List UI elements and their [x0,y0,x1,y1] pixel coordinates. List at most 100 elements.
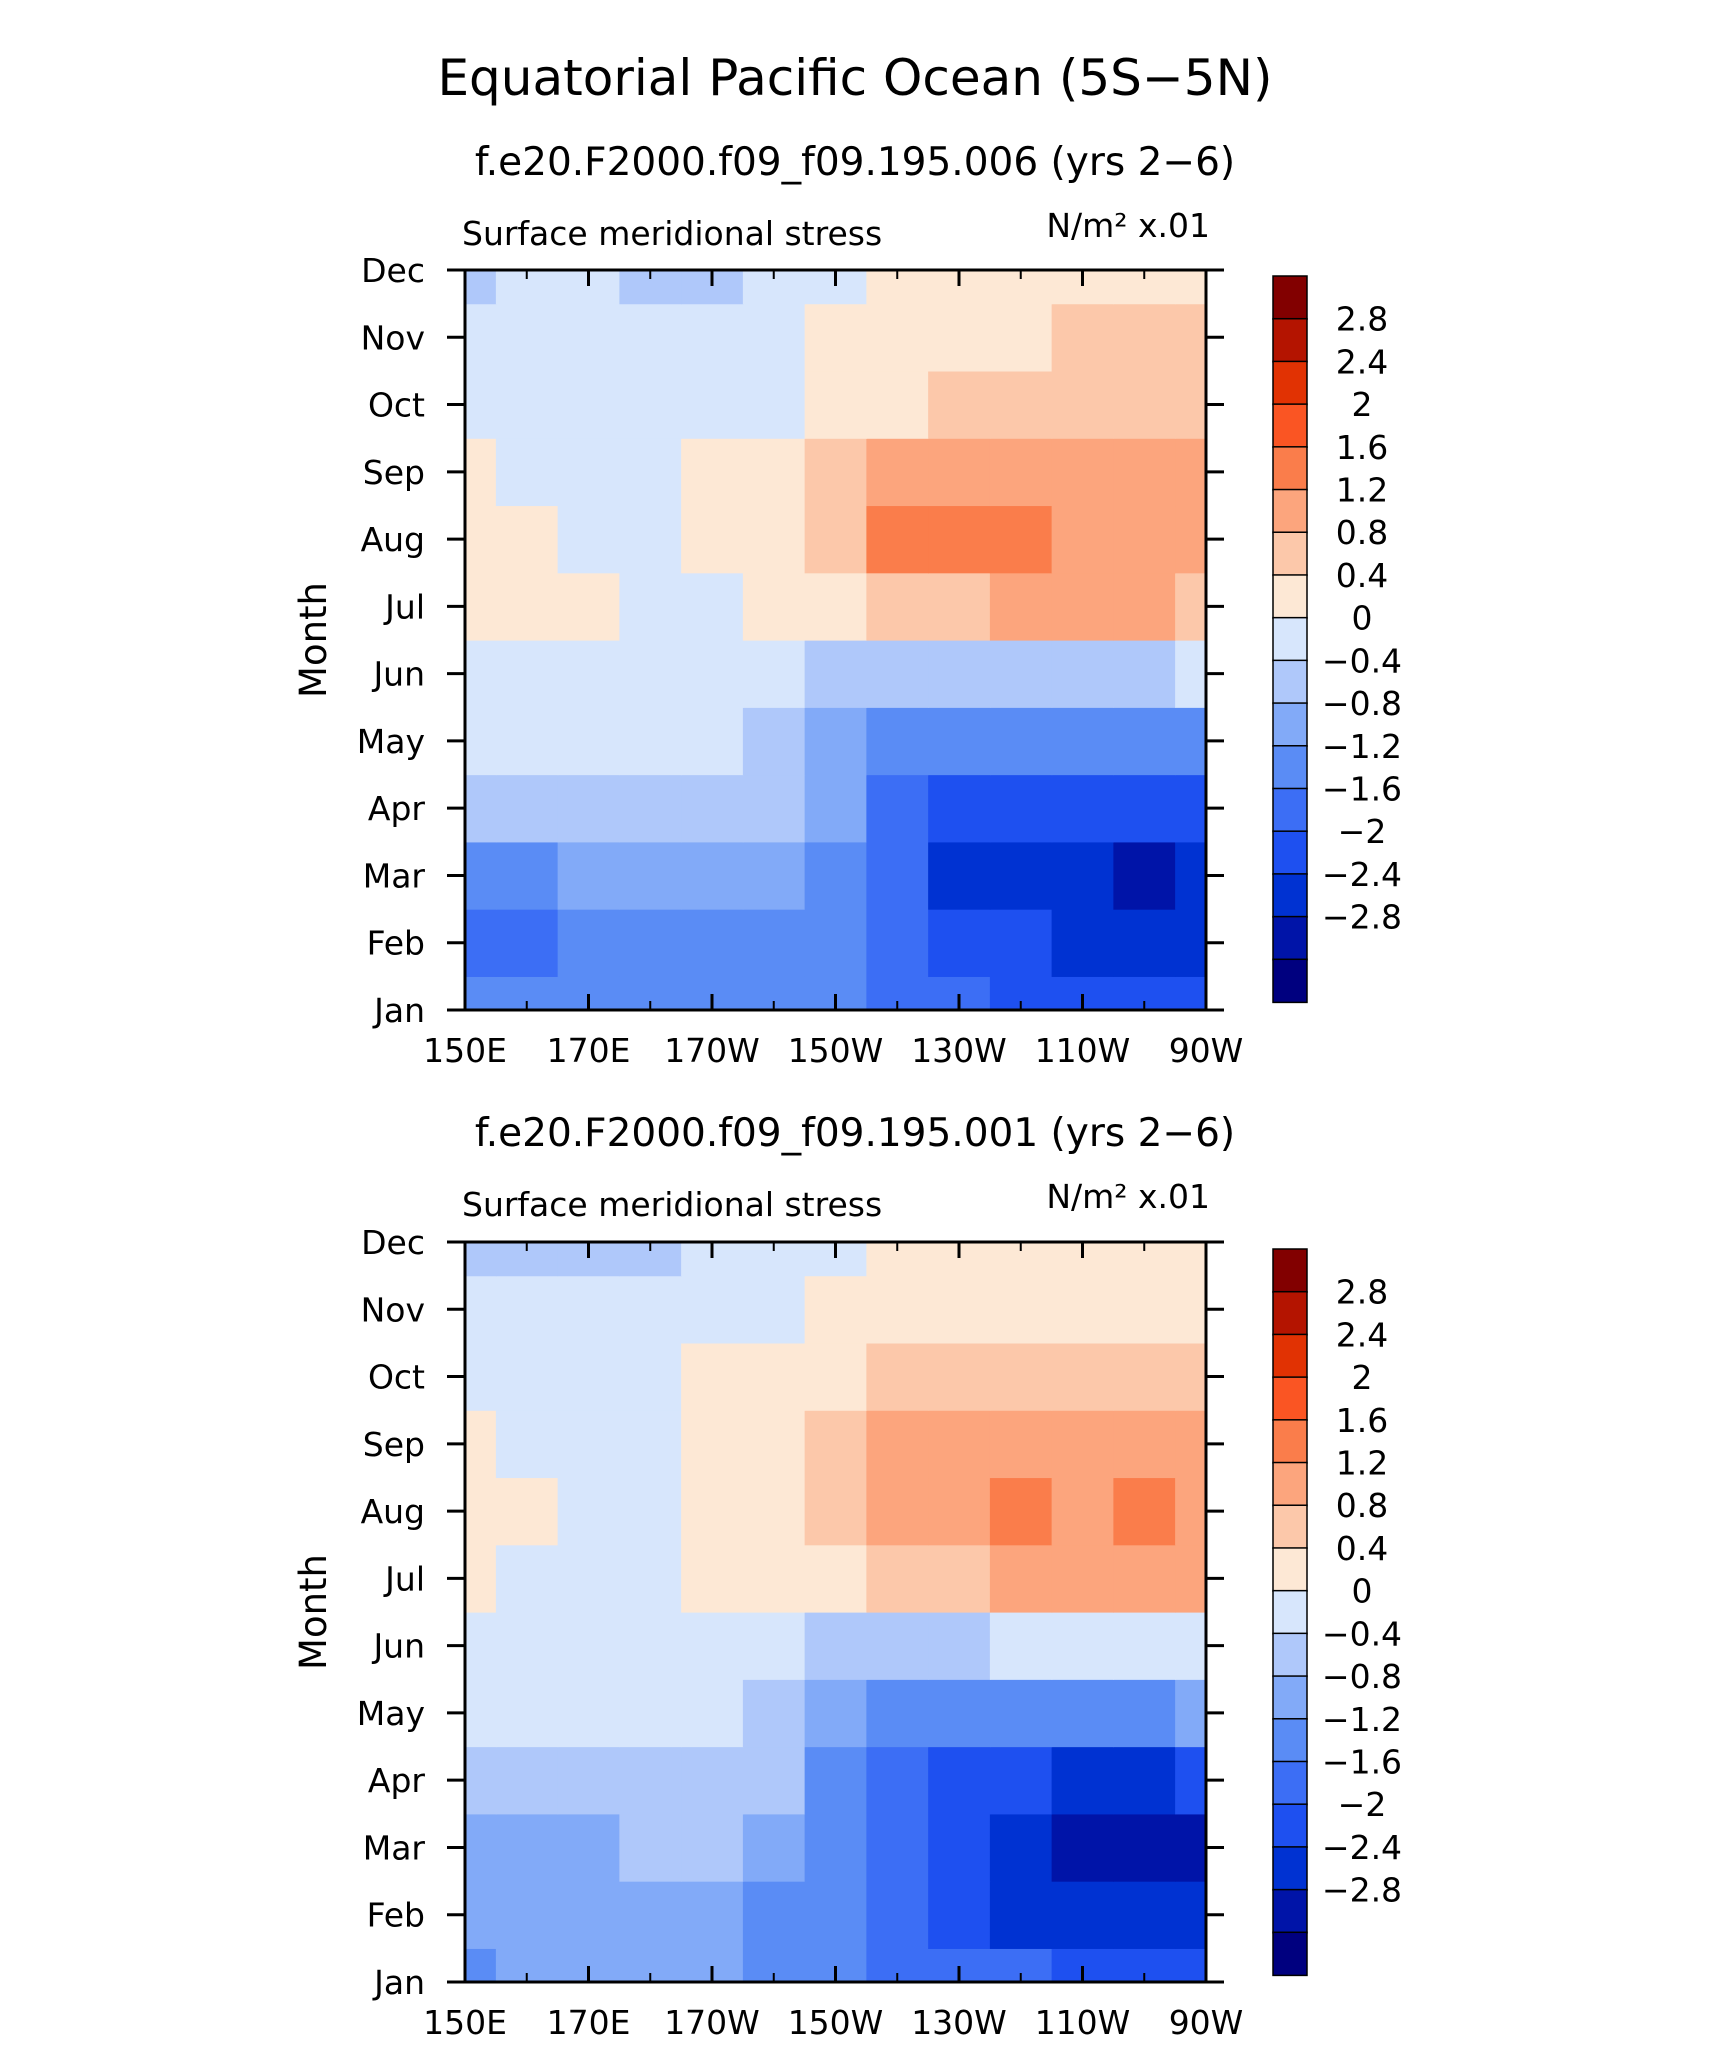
heatmap-cell [681,1410,744,1479]
heatmap-cell [742,1612,806,1680]
heatmap-cell [465,909,497,977]
heatmap-cell [557,303,620,372]
colorbar-label: 1.2 [1336,471,1388,510]
heatmap-cell [465,270,497,305]
colorbar-label: −1.2 [1322,727,1402,766]
heatmap-cell [681,841,744,910]
heatmap-cell [495,707,559,776]
heatmap-cell [465,1948,497,1983]
heatmap-cell [928,1477,991,1546]
heatmap-cells [465,270,1207,1011]
colorbar-label: 0 [1352,1572,1373,1611]
colorbar-box [1272,275,1308,320]
x-tick-label: 150E [423,2003,507,2042]
figure-title: Equatorial Pacific Ocean (5S−5N) [437,49,1272,107]
heatmap-cell [681,640,744,708]
heatmap-cell [1051,505,1114,574]
heatmap-cell [804,707,867,776]
heatmap-cell [866,1813,929,1882]
colorbar: 2.82.4 2 1.6 1.20.8 0.4 0−0.4 −0.8 −1.2−1.6 −2 −2… [1272,1248,1402,1977]
heatmap-cell [619,303,682,372]
heatmap-cell [989,1881,1053,1949]
heatmap-cell [742,438,806,507]
colorbar-label: 1.2 [1336,1444,1388,1483]
heatmap-cell [866,640,929,708]
heatmap-cell [557,640,620,708]
heatmap-cell [742,909,806,977]
heatmap-cell [1051,909,1114,977]
heatmap-cell [742,303,806,372]
y-tick-label: Oct [368,1358,425,1397]
heatmap-cell [989,1612,1053,1680]
heatmap-cell [619,909,682,977]
heatmap-cell [1051,1746,1114,1815]
heatmap-cell [989,1477,1053,1546]
heatmap-cell [804,572,867,641]
heatmap-cell [804,1477,867,1546]
colorbar-box [1272,1333,1308,1379]
heatmap-cell [1175,572,1207,641]
heatmap-cell [742,640,806,708]
heatmap-cell [742,505,806,574]
heatmap-cell [989,438,1053,507]
heatmap-cell [928,1881,991,1949]
colorbar-label: 2 [1352,1358,1373,1397]
heatmap-cell [989,1342,1053,1411]
heatmap-cell [804,774,867,843]
heatmap-cell [866,1544,929,1613]
colorbar-label: 0 [1352,599,1373,638]
heatmap-cell [928,1612,991,1680]
heatmap-cell [989,909,1053,977]
y-tick-label: Jun [371,655,425,694]
heatmap-cell [804,1544,867,1613]
heatmap-cell [619,1275,682,1344]
y-tick-label: Apr [368,789,426,828]
heatmap-cell [928,707,991,776]
heatmap-cell [1051,1679,1114,1748]
y-tick-label: Mar [363,856,426,895]
heatmap-cell [928,841,991,910]
colorbar-label: −0.8 [1322,684,1402,723]
heatmap-cell [1051,1477,1114,1546]
colorbar-box [1272,1760,1308,1806]
heatmap-cell [742,1881,806,1949]
heatmap-cell [557,774,620,843]
heatmap-cell [804,841,867,910]
heatmap-cell [495,438,559,507]
heatmap-cell [742,1275,806,1344]
heatmap-cell [465,1544,497,1613]
heatmap-cell [928,303,991,372]
heatmap-cell [681,1881,744,1949]
colorbar-box [1272,1846,1308,1891]
heatmap-cell [465,774,497,843]
heatmap-cell [495,1746,559,1815]
x-tick-label: 130W [911,1031,1007,1070]
x-tick-label: 90W [1169,1031,1244,1070]
heatmap-cell [989,1410,1053,1479]
heatmap-cell [928,572,991,641]
heatmap-cell [495,505,559,574]
heatmap-cell [465,1612,497,1680]
heatmap-cell [928,1813,991,1882]
x-tick-label: 170E [547,2003,631,2042]
heatmap-cell [866,1746,929,1815]
heatmap-cell [1175,1477,1207,1546]
heatmap-cell [557,572,620,641]
colorbar-box [1272,1419,1308,1464]
heatmap-cell [866,1612,929,1680]
heatmap-cell [1051,1813,1114,1882]
heatmap-cell [1175,303,1207,372]
colorbar-label: 0.8 [1336,1486,1388,1525]
colorbar-box [1272,958,1308,1004]
heatmap-cell [1051,1881,1114,1949]
heatmap-cell [557,1881,620,1949]
heatmap-cell [866,572,929,641]
heatmap-cell [465,1881,497,1949]
heatmap-cell [619,505,682,574]
heatmap-cell [742,370,806,439]
panel-subtitle-left: Surface meridional stress [462,214,882,253]
heatmap-cell [1175,707,1207,776]
colorbar-label: 2.8 [1336,300,1388,339]
heatmap-cell [681,1477,744,1546]
heatmap-cell [465,707,497,776]
